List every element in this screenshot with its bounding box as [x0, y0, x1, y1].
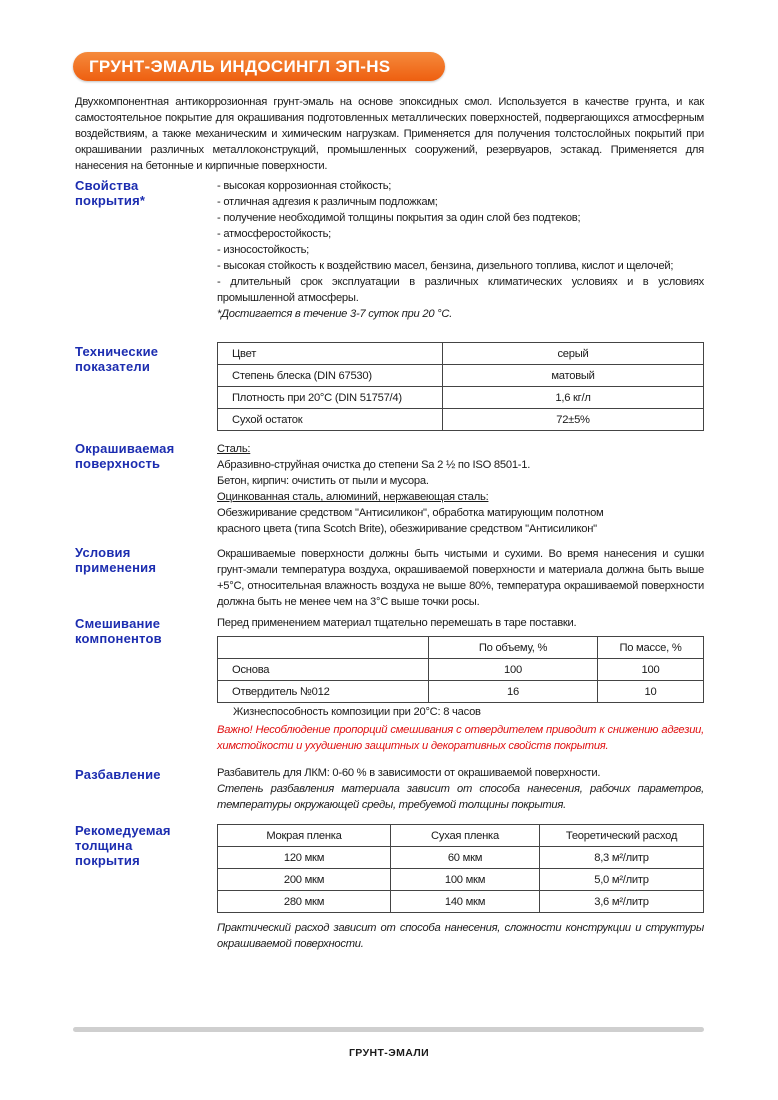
galv-text: красного цвета (типа Scotch Brite), обез…	[217, 523, 597, 535]
section-label-technical: Технические показатели	[75, 344, 158, 374]
cell: 200 мкм	[217, 868, 391, 891]
table-row: Степень блеска (DIN 67530) матовый	[217, 364, 704, 387]
label-line: покрытия*	[75, 193, 146, 208]
intro-text: Двухкомпонентная антикоррозионная грунт-…	[75, 96, 704, 172]
section-label-dilution: Разбавление	[75, 767, 161, 782]
table-row: Основа 100 100	[217, 658, 704, 681]
table-row: 120 мкм 60 мкм 8,3 м²/литр	[217, 846, 704, 869]
table-row: 280 мкм 140 мкм 3,6 м²/литр	[217, 890, 704, 913]
cell: 1,6 кг/л	[442, 386, 704, 409]
cell: 3,6 м²/литр	[539, 890, 704, 913]
table-header-row: Мокрая пленка Сухая пленка Теоретический р…	[217, 824, 704, 847]
cell: Плотность при 20°C (DIN 51757/4)	[217, 386, 443, 409]
mixing-warning: Важно! Несоблюдение пропорций смешивания…	[217, 724, 704, 752]
footer-divider	[73, 1027, 704, 1032]
cell: 16	[428, 680, 598, 703]
section-label-properties: Свойства покрытия*	[75, 178, 145, 208]
steel-heading: Сталь:	[217, 443, 251, 455]
cell: 280 мкм	[217, 890, 391, 913]
cell: 120 мкм	[217, 846, 391, 869]
surface-text: Сталь: Абразивно-струйная очистка до сте…	[217, 441, 704, 537]
properties-note: *Достигается в течение 3-7 суток при 20 …	[217, 308, 453, 320]
cell: Основа	[217, 658, 429, 681]
page-title: ГРУНТ-ЭМАЛЬ ИНДОСИНГЛ ЭП-HS	[73, 52, 445, 81]
section-label-thickness: Рекомедуемая толщина покрытия	[75, 823, 171, 868]
label-line: толщина	[75, 838, 133, 853]
table-row: 200 мкм 100 мкм 5,0 м²/литр	[217, 868, 704, 891]
list-item: - атмосферостойкость;	[217, 228, 332, 240]
mixing-table: По объему, % По массе, % Основа 100 100 Отв…	[217, 636, 704, 703]
cell: 72±5%	[442, 408, 704, 431]
cell: Сухой остаток	[217, 408, 443, 431]
cell: Степень блеска (DIN 67530)	[217, 364, 443, 387]
dilution-text: Разбавитель для ЛКМ: 0-60 % в зависимост…	[217, 765, 704, 813]
label-line: компонентов	[75, 631, 162, 646]
label-line: Технические	[75, 344, 159, 359]
label-line: Окрашиваемая	[75, 441, 175, 456]
galv-heading: Оцинкованная сталь, алюминий, нержавеюща…	[217, 491, 489, 503]
header-cell: Сухая пленка	[390, 824, 540, 847]
label-line: Условия	[75, 545, 131, 560]
thickness-note: Практический расход зависит от способа н…	[217, 922, 704, 950]
mixing-intro: Перед применением материал тщательно пер…	[217, 617, 577, 629]
header-cell: Теоретический расход	[539, 824, 704, 847]
header-cell	[217, 636, 429, 659]
header-cell: Мокрая пленка	[217, 824, 391, 847]
table-row: Плотность при 20°C (DIN 51757/4) 1,6 кг/л	[217, 386, 704, 409]
cell: Цвет	[217, 342, 443, 365]
footer-text: ГРУНТ-ЭМАЛИ	[348, 1047, 430, 1059]
cell: матовый	[442, 364, 704, 387]
list-item: - отличная адгезия к различным подложкам…	[217, 196, 438, 208]
cell: 100 мкм	[390, 868, 540, 891]
cell: 10	[597, 680, 704, 703]
label-line: показатели	[75, 359, 151, 374]
cell: 100	[597, 658, 704, 681]
label-line: поверхность	[75, 456, 161, 471]
cell: Отвердитель №012	[217, 680, 429, 703]
galv-text: Обезжиривание средством "Антисиликон", о…	[217, 507, 604, 519]
section-label-mixing: Смешивание компонентов	[75, 616, 162, 646]
label-line: применения	[75, 560, 157, 575]
cell: 100	[428, 658, 598, 681]
label-line: Рекомедуемая	[75, 823, 171, 838]
table-header-row: По объему, % По массе, %	[217, 636, 704, 659]
table-row: Отвердитель №012 16 10	[217, 680, 704, 703]
cell: 140 мкм	[390, 890, 540, 913]
label-line: покрытия	[75, 853, 140, 868]
list-item: - длительный срок эксплуатации в различн…	[217, 276, 704, 304]
properties-list: - высокая коррозионная стойкость; - отли…	[217, 178, 704, 322]
technical-table: Цвет серый Степень блеска (DIN 67530) мато…	[217, 342, 704, 431]
dilution-note: Степень разбавления материала зависит от…	[217, 783, 704, 811]
label-line: Свойства	[75, 178, 139, 193]
list-item: - высокая стойкость к воздействию масел,…	[217, 260, 674, 272]
potlife-text: Жизнеспособность композиции при 20°C: 8 …	[233, 706, 481, 718]
label-line: Смешивание	[75, 616, 161, 631]
list-item: - износостойкость;	[217, 244, 310, 256]
cell: 8,3 м²/литр	[539, 846, 704, 869]
table-row: Цвет серый	[217, 342, 704, 365]
cell: 60 мкм	[390, 846, 540, 869]
table-row: Сухой остаток 72±5%	[217, 408, 704, 431]
thickness-table: Мокрая пленка Сухая пленка Теоретический р…	[217, 824, 704, 913]
section-label-surface: Окрашиваемая поверхность	[75, 441, 174, 471]
header-cell: По объему, %	[428, 636, 598, 659]
concrete-text: Бетон, кирпич: очистить от пыли и мусора…	[217, 475, 429, 487]
header-cell: По массе, %	[597, 636, 704, 659]
dilution-main: Разбавитель для ЛКМ: 0-60 % в зависимост…	[217, 767, 601, 779]
cell: серый	[442, 342, 704, 365]
list-item: - получение необходимой толщины покрытия…	[217, 212, 581, 224]
steel-text: Абразивно-струйная очистка до степени Sa…	[217, 459, 531, 471]
list-item: - высокая коррозионная стойкость;	[217, 180, 392, 192]
conditions-text: Окрашиваемые поверхности должны быть чис…	[217, 548, 704, 608]
cell: 5,0 м²/литр	[539, 868, 704, 891]
section-label-conditions: Условия применения	[75, 545, 156, 575]
